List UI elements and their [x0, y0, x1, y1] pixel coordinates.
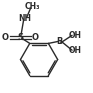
Text: OH: OH — [68, 46, 81, 55]
Text: O: O — [2, 33, 9, 42]
Text: NH: NH — [19, 14, 32, 23]
Text: O: O — [32, 33, 39, 42]
Text: OH: OH — [68, 31, 81, 40]
Text: S: S — [17, 33, 23, 42]
Text: B: B — [56, 37, 63, 46]
Text: CH₃: CH₃ — [25, 2, 40, 11]
